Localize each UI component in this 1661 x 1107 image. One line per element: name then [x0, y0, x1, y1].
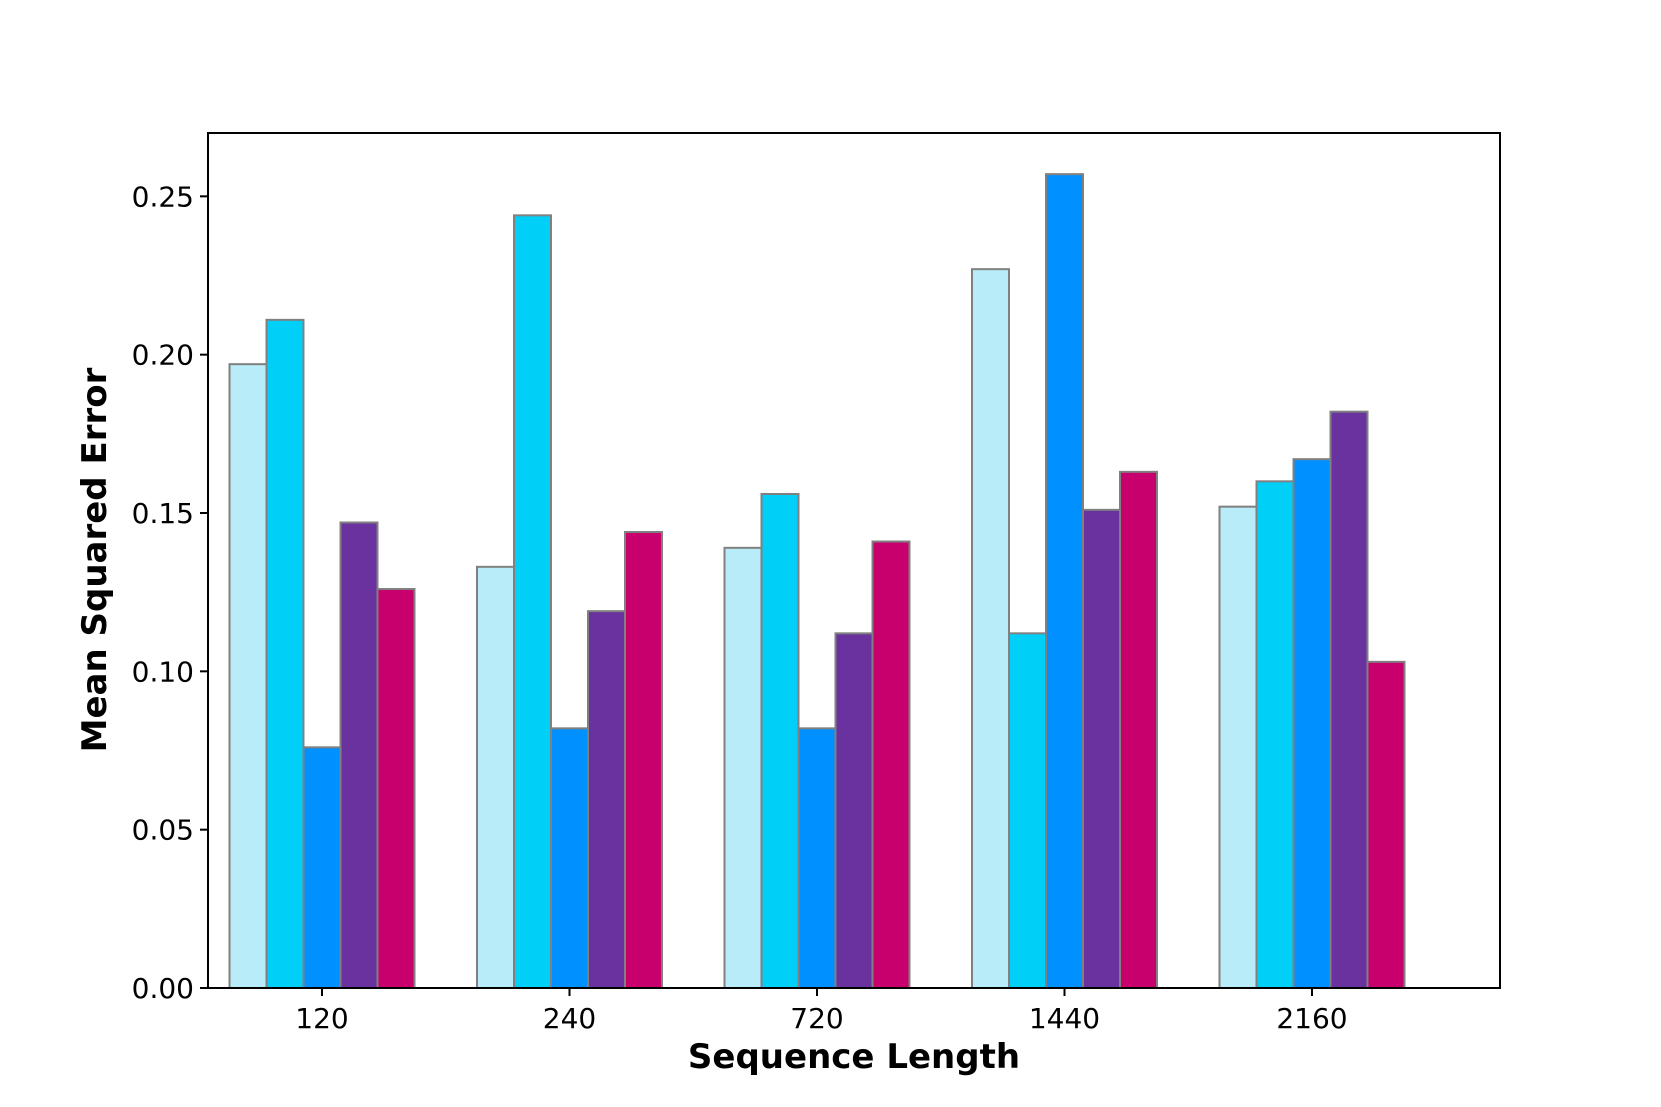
bar-120-series-3	[302, 746, 342, 989]
x-axis: 120 240 720 1440 2160	[295, 988, 1348, 1035]
bar-720-series-3	[797, 727, 837, 989]
bar-2160-series-4	[1329, 410, 1369, 989]
x-tick-label: 1440	[1029, 1002, 1100, 1035]
bars-group	[228, 173, 1406, 990]
bar-240-series-4	[587, 610, 626, 990]
bar-120-series-4	[339, 521, 379, 989]
bar-2160-series-3	[1292, 458, 1332, 989]
bar-2160-series-5	[1366, 660, 1406, 989]
y-tick-label: 0.10	[132, 655, 194, 688]
y-tick-label: 0.25	[132, 180, 194, 213]
bar-240-series-3	[550, 727, 589, 989]
bar-720-series-1	[723, 546, 763, 989]
bar-720-series-5	[871, 540, 911, 989]
bar-2160-series-1	[1218, 505, 1258, 989]
bar-1440-series-4	[1082, 508, 1121, 989]
x-tick-label: 240	[543, 1002, 596, 1035]
bar-120-series-5	[376, 588, 416, 989]
x-tick-label: 120	[295, 1002, 348, 1035]
bar-120-series-1	[228, 363, 268, 989]
bar-720-series-2	[760, 493, 800, 989]
bar-240-series-5	[624, 531, 663, 989]
x-tick-label: 2160	[1276, 1002, 1347, 1035]
bar-2160-series-2	[1255, 480, 1295, 989]
bar-1440-series-1	[971, 268, 1010, 989]
x-axis-title: Sequence Length	[688, 1037, 1020, 1077]
bar-240-series-2	[513, 214, 552, 990]
plot-frame	[207, 132, 1501, 989]
x-tick-label: 720	[790, 1002, 843, 1035]
y-axis-title: Mean Squared Error	[75, 367, 115, 752]
bar-240-series-1	[476, 565, 515, 989]
bar-1440-series-5	[1119, 470, 1158, 990]
y-tick-label: 0.00	[132, 972, 194, 1005]
y-tick-label: 0.20	[132, 339, 194, 372]
bar-1440-series-3	[1045, 173, 1084, 989]
y-tick-label: 0.15	[132, 497, 194, 530]
y-tick-label: 0.05	[132, 814, 194, 847]
y-axis: 0.00 0.05 0.10 0.15 0.20 0.25	[132, 180, 208, 1005]
bar-1440-series-2	[1008, 632, 1047, 989]
bar-720-series-4	[834, 632, 874, 989]
bar-120-series-2	[265, 318, 305, 990]
